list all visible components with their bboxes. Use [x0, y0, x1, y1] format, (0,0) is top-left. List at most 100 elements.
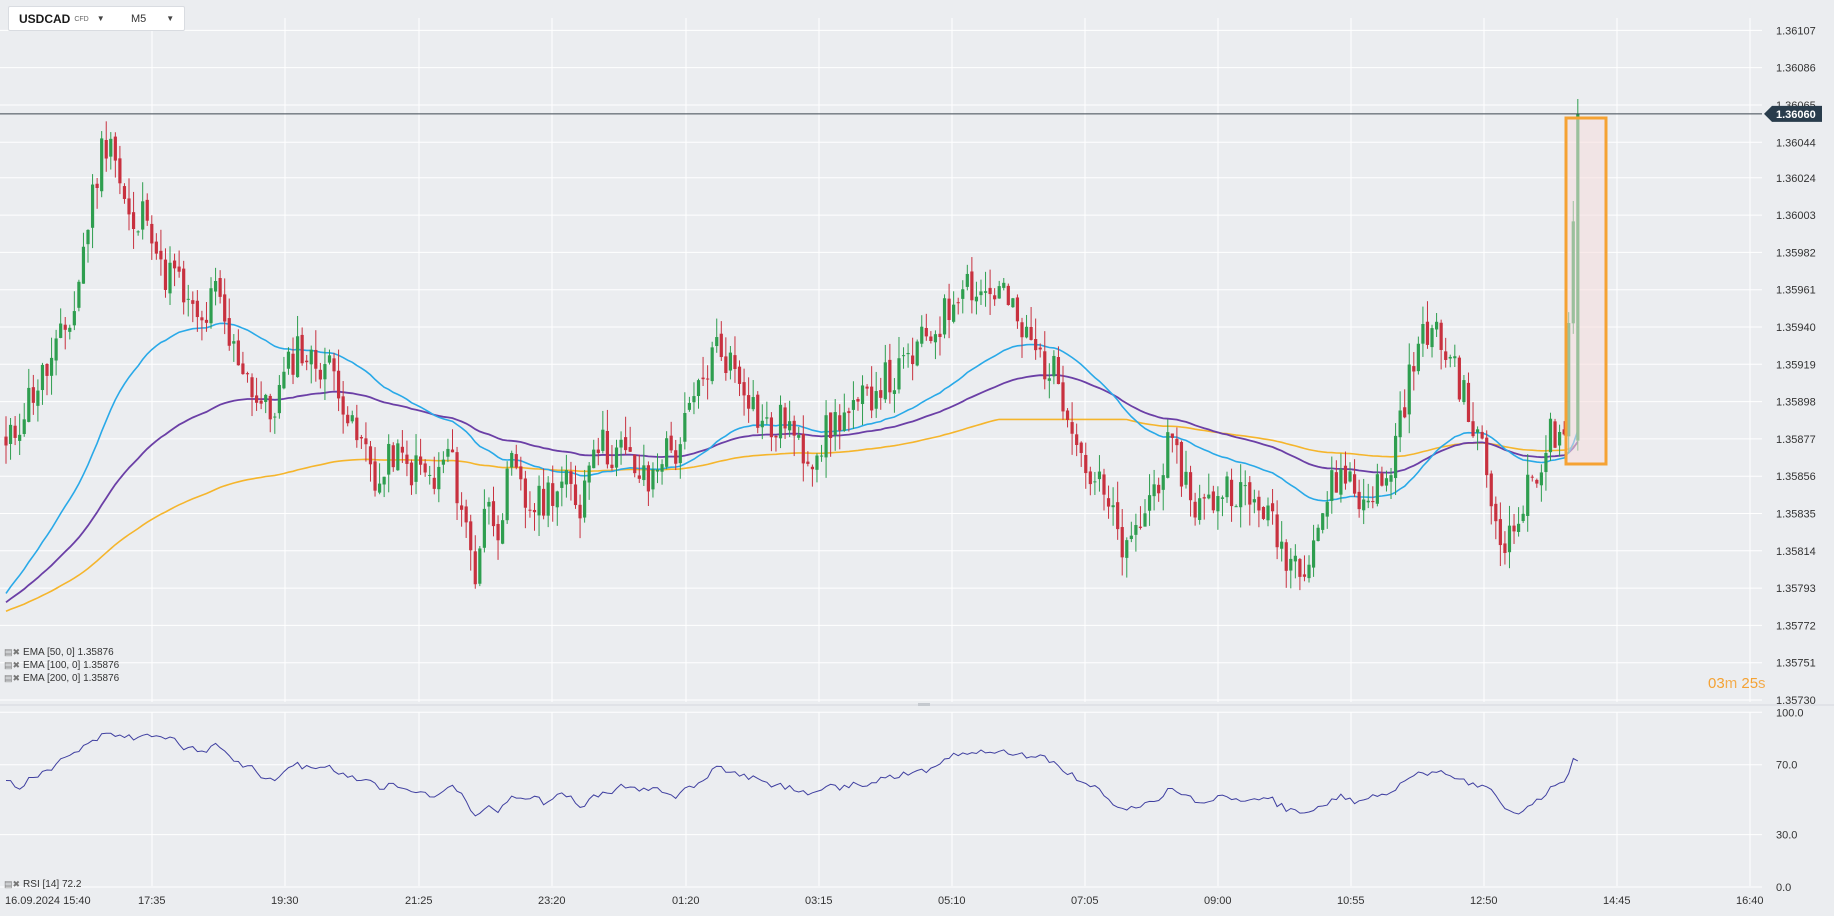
- candle-body: [1311, 540, 1316, 568]
- candle-body: [487, 501, 491, 507]
- legend-rsi[interactable]: ▤✖ RSI [14] 72.2: [4, 878, 81, 890]
- candle-body: [505, 468, 509, 521]
- candle-body: [1475, 429, 1480, 433]
- time-tick-label: 17:35: [138, 895, 166, 907]
- candle-body: [382, 476, 386, 485]
- highlight-rect: [1564, 116, 1608, 466]
- candle-body: [596, 449, 600, 454]
- candle-body: [769, 417, 774, 438]
- candle-body: [733, 355, 737, 369]
- candle-body: [614, 447, 619, 468]
- candle-body: [870, 386, 874, 411]
- candle-body: [122, 186, 127, 199]
- pane-resize-handle: [918, 703, 930, 706]
- timeframe-selector[interactable]: M5 ▼: [131, 13, 174, 25]
- candle-body: [336, 370, 341, 399]
- current-price-tag: [1764, 105, 1822, 122]
- candle-body: [1129, 535, 1133, 540]
- symbol-selector[interactable]: USDCAD CFD ▼: [9, 12, 131, 26]
- candle-body: [1480, 431, 1484, 439]
- candle-body: [501, 520, 505, 544]
- candle-body: [1207, 494, 1211, 499]
- candle-body: [587, 465, 591, 483]
- candle-body: [268, 395, 272, 420]
- candle-body: [455, 452, 459, 504]
- legend-ema200[interactable]: ▤✖ EMA [200, 0] 1.35876: [4, 672, 119, 684]
- settings-close-icon[interactable]: ▤✖: [4, 878, 21, 889]
- candle-body: [104, 139, 108, 159]
- candle-body: [1193, 501, 1197, 518]
- candle-body: [737, 366, 742, 384]
- candle-body: [264, 394, 268, 402]
- candle-body: [1507, 525, 1512, 553]
- candle-body: [323, 364, 327, 380]
- candle-body: [569, 471, 573, 484]
- legend-ema100[interactable]: ▤✖ EMA [100, 0] 1.35876: [4, 659, 119, 671]
- settings-close-icon[interactable]: ▤✖: [4, 646, 21, 657]
- candle-body: [1448, 356, 1452, 359]
- candle-body: [204, 319, 209, 323]
- candles: [4, 98, 1580, 591]
- candle-body: [651, 469, 655, 490]
- candle-body: [710, 347, 714, 382]
- candle-body: [109, 138, 113, 157]
- price-tick-label: 1.35940: [1776, 322, 1816, 334]
- candle-body: [988, 287, 992, 295]
- candle-body: [628, 447, 632, 452]
- ema-100-line: [5, 374, 1579, 604]
- chevron-down-icon: ▼: [166, 14, 175, 23]
- legend-ema50[interactable]: ▤✖ EMA [50, 0] 1.35876: [4, 646, 114, 658]
- candle-body: [1366, 500, 1370, 503]
- candle-body: [254, 395, 259, 403]
- settings-close-icon[interactable]: ▤✖: [4, 672, 21, 683]
- candle-body: [341, 396, 345, 415]
- candle-body: [801, 433, 805, 464]
- candle-body: [40, 364, 45, 391]
- candle-body: [933, 334, 938, 343]
- candle-body: [95, 183, 99, 189]
- candle-body: [1434, 321, 1439, 330]
- timeframe-label: M5: [131, 12, 147, 25]
- chart-grid: [0, 18, 1834, 888]
- candle-body: [1143, 513, 1147, 527]
- candle-body: [1266, 505, 1270, 521]
- candle-body: [756, 394, 760, 428]
- candle-body: [72, 311, 76, 326]
- price-tick-label: 1.35982: [1776, 247, 1816, 259]
- candle-body: [1398, 410, 1402, 438]
- time-tick-label: 19:30: [271, 895, 299, 907]
- candle-body: [523, 478, 527, 508]
- candle-body: [1430, 328, 1434, 348]
- candle-body: [560, 481, 564, 488]
- candle-body: [77, 281, 81, 308]
- candle-body: [332, 358, 336, 372]
- candle-body: [1015, 297, 1020, 322]
- symbol-type: CFD: [74, 16, 89, 23]
- candle-body: [797, 435, 801, 438]
- candle-body: [719, 333, 723, 358]
- candle-body: [1412, 366, 1416, 372]
- settings-close-icon[interactable]: ▤✖: [4, 659, 21, 670]
- price-tick-label: 1.36003: [1776, 210, 1816, 222]
- candle-body: [1043, 351, 1047, 380]
- candle-body: [924, 327, 928, 337]
- candle-body: [669, 435, 673, 451]
- candle-body: [1489, 473, 1493, 507]
- candle-body: [742, 382, 746, 396]
- candle-body: [1466, 382, 1471, 422]
- candle-body: [1116, 502, 1120, 530]
- candle-body: [1257, 496, 1261, 511]
- candle-body: [1512, 525, 1516, 532]
- candle-body: [1384, 478, 1389, 486]
- candle-body: [1138, 526, 1143, 528]
- candle-body: [127, 198, 131, 215]
- candle-body: [1239, 482, 1243, 508]
- candle-body: [633, 454, 637, 474]
- candle-body: [1457, 357, 1461, 400]
- candle-body: [728, 352, 733, 371]
- candle-body: [1102, 474, 1106, 495]
- candle-body: [1147, 495, 1152, 511]
- price-tick-label: 1.35793: [1776, 583, 1816, 595]
- candle-body: [997, 286, 1001, 299]
